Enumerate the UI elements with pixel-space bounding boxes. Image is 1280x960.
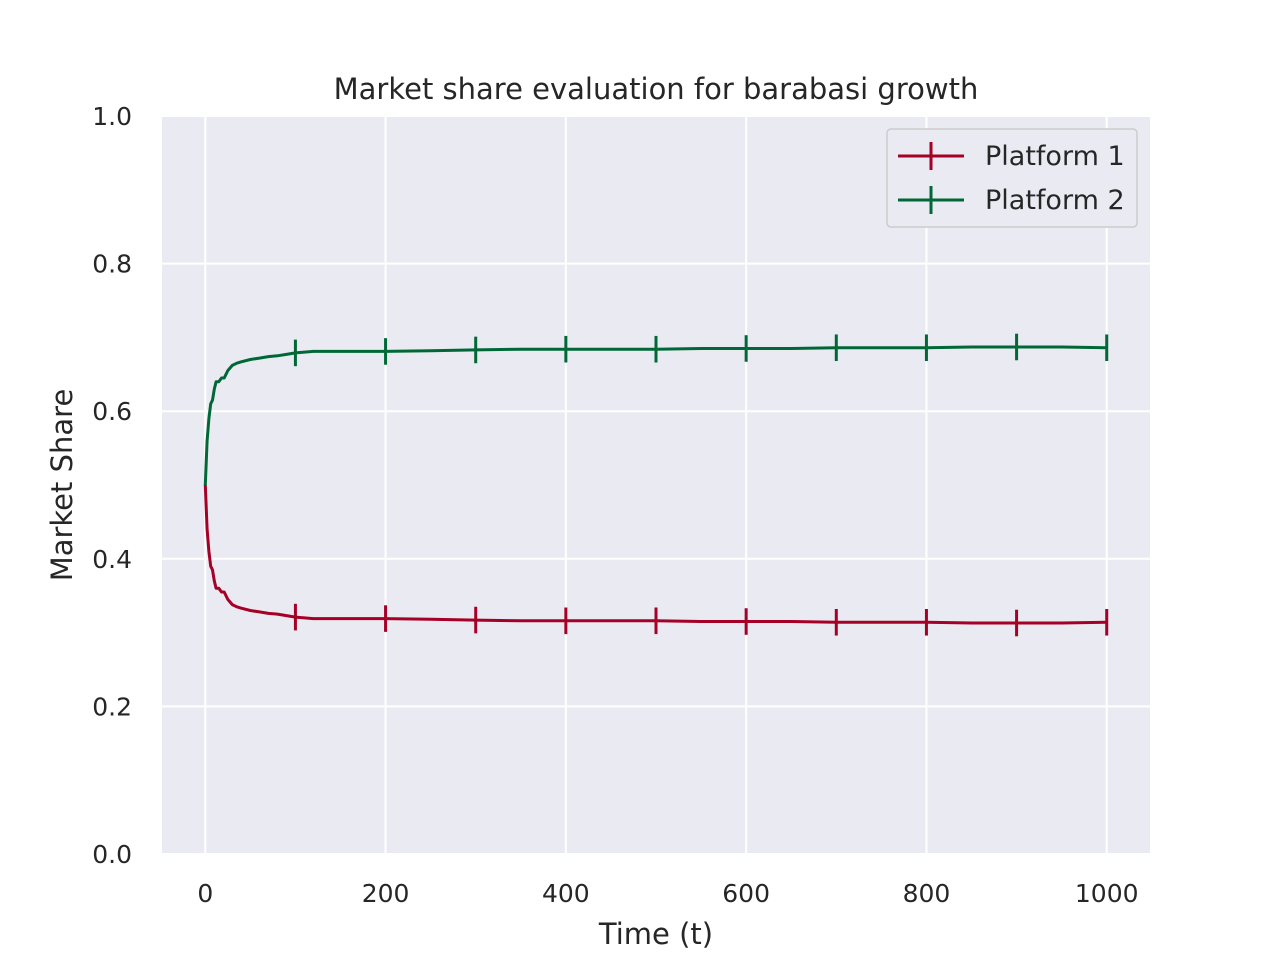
series-line-platform-1 — [203, 484, 1107, 625]
plot-area — [162, 116, 1150, 854]
y-tick-label: 0.0 — [92, 840, 132, 869]
grid — [162, 115, 1150, 855]
legend-box — [886, 128, 1138, 228]
x-tick-label: 600 — [722, 879, 770, 908]
y-tick-label: 0.6 — [92, 397, 132, 426]
x-tick-label: 800 — [903, 879, 951, 908]
legend-entry-platform-1: Platform 1 — [898, 141, 1125, 172]
x-tick-label: 1000 — [1075, 879, 1139, 908]
legend-entry-platform-2: Platform 2 — [898, 185, 1125, 216]
y-axis-label: Market Share — [45, 389, 79, 582]
y-tick-labels: 0.0 0.2 0.4 0.6 0.8 1.0 — [92, 102, 132, 869]
x-tick-labels: 0 200 400 600 800 1000 — [197, 879, 1138, 908]
series-line-platform-2 — [203, 345, 1107, 486]
y-tick-label: 1.0 — [92, 102, 132, 131]
x-tick-label: 400 — [542, 879, 590, 908]
legend: Platform 1 Platform 2 — [886, 128, 1138, 228]
legend-label-platform-2: Platform 2 — [985, 185, 1125, 216]
series-layer — [203, 333, 1109, 637]
x-tick-label: 0 — [197, 879, 213, 908]
y-tick-label: 0.2 — [92, 692, 132, 721]
series-platform-1 — [203, 484, 1109, 637]
chart-title: Market share evaluation for barabasi gro… — [334, 72, 979, 106]
x-axis-label: Time (t) — [598, 917, 713, 951]
legend-label-platform-1: Platform 1 — [985, 141, 1125, 172]
x-tick-label: 200 — [362, 879, 410, 908]
series-platform-2 — [203, 333, 1109, 486]
y-tick-label: 0.8 — [92, 250, 132, 279]
y-tick-label: 0.4 — [92, 545, 132, 574]
